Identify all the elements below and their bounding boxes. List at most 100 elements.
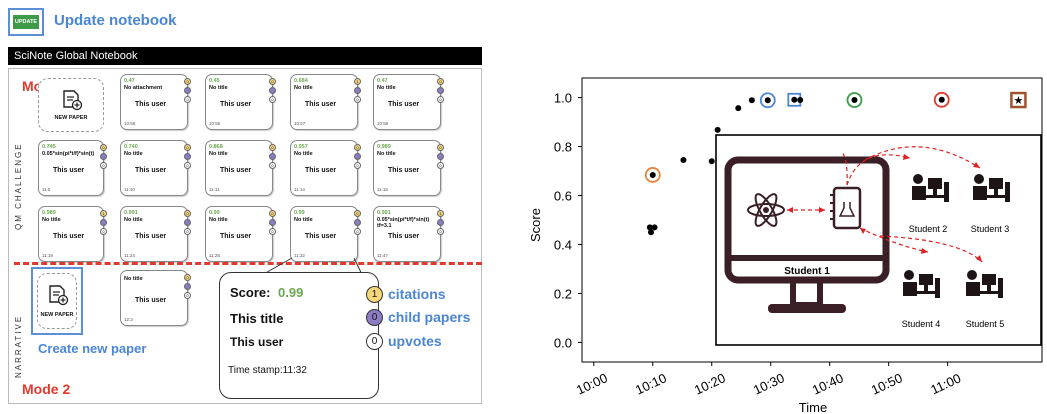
card-user: This user bbox=[305, 101, 337, 108]
card-time: 12:3 bbox=[124, 317, 133, 322]
upvotes-dot: 0 bbox=[184, 162, 191, 169]
upvotes-dot: 0 bbox=[100, 162, 107, 169]
card-user: This user bbox=[305, 167, 337, 174]
paper-card[interactable]: 0.47 No attachment This user 10:55 0 0 bbox=[120, 74, 191, 130]
upvotes-legend-dot: 0 bbox=[366, 333, 383, 350]
mode2-label: Mode 2 bbox=[22, 381, 71, 397]
paper-card[interactable]: 0.991 0.05*sin(pi*t/f)*sin(t) tf=3.1 This … bbox=[373, 206, 444, 262]
card-title: No title bbox=[294, 151, 313, 157]
citations-dot: 1 bbox=[100, 210, 107, 217]
paper-card[interactable]: 0.957 No title This user 11:14 0 0 bbox=[290, 140, 361, 196]
upvotes-dot: 0 bbox=[184, 228, 191, 235]
card-time: 10:57 bbox=[294, 121, 306, 126]
highlight-ring bbox=[846, 92, 863, 108]
child-papers-dot bbox=[269, 153, 276, 160]
card-time: 10:55 bbox=[209, 121, 221, 126]
zoom-timestamp: Time stamp:11:32 bbox=[228, 365, 307, 376]
card-score: 0.47 bbox=[124, 78, 135, 84]
child-papers-dot bbox=[269, 219, 276, 226]
card-score: 0.740 bbox=[124, 144, 138, 150]
narrative-paper-card[interactable]: No title This user 12:3 0 0 bbox=[120, 270, 191, 326]
x-tick-label: 10:20 bbox=[692, 370, 728, 397]
card-time: 11:14 bbox=[294, 187, 305, 192]
create-paper-highlight: NEW PAPER bbox=[31, 267, 83, 335]
upvotes-dot: 0 bbox=[354, 162, 361, 169]
upvotes-dot: 0 bbox=[437, 96, 444, 103]
paper-card[interactable]: 0.684 No title This user 10:57 1 0 bbox=[290, 74, 361, 130]
star-marker-box bbox=[1010, 91, 1027, 109]
child-papers-dot bbox=[354, 87, 361, 94]
card-title: No title bbox=[209, 85, 228, 91]
y-tick-label: 0.4 bbox=[554, 237, 572, 252]
data-points: ★ bbox=[644, 91, 1027, 236]
update-notebook-label: Update notebook bbox=[54, 12, 177, 29]
student3-icon bbox=[973, 174, 1010, 202]
child-papers-dot bbox=[184, 283, 191, 290]
data-point bbox=[680, 157, 687, 164]
citations-legend-dot: 1 bbox=[366, 286, 383, 303]
data-point bbox=[764, 97, 771, 104]
highlight-ring bbox=[644, 167, 661, 183]
paper-card[interactable]: 0.989 No title This user 11:19 1 0 bbox=[38, 206, 107, 262]
child-papers-dot bbox=[437, 87, 444, 94]
new-paper-button[interactable]: NEW PAPER bbox=[38, 78, 104, 132]
inset-diagram: Student 1 bbox=[715, 134, 1042, 346]
card-time: 11:11 bbox=[209, 187, 220, 192]
x-tick-label: 10:00 bbox=[574, 370, 610, 397]
citations-dot: 0 bbox=[184, 210, 191, 217]
card-user: This user bbox=[135, 167, 167, 174]
card-score: 0.989 bbox=[42, 210, 56, 216]
card-title: No title bbox=[42, 217, 61, 223]
card-title: 0.05*sin(pi*t/f)*sin(t) bbox=[42, 151, 95, 157]
paper-card[interactable]: 0.740 No title This user 11:10 0 0 bbox=[120, 140, 191, 196]
student3-label: Student 3 bbox=[971, 224, 1010, 234]
new-paper-icon bbox=[63, 90, 83, 111]
student4-label: Student 4 bbox=[902, 319, 941, 329]
highlight-ring bbox=[759, 92, 776, 109]
card-score: 0.99 bbox=[294, 210, 305, 216]
card-user: This user bbox=[53, 167, 85, 174]
y-tick-label: 0.8 bbox=[554, 140, 572, 155]
card-user: This user bbox=[388, 167, 420, 174]
notebook-title-bar: SciNote Global Notebook bbox=[8, 47, 482, 65]
new-paper-button-2[interactable]: NEW PAPER bbox=[37, 273, 77, 329]
paper-card[interactable]: 0.99 No title This user 11:28 0 0 bbox=[205, 206, 276, 262]
y-axis-label: Score bbox=[528, 208, 543, 242]
upvotes-dot: 0 bbox=[269, 162, 276, 169]
card-score: 0.45 bbox=[209, 78, 220, 84]
card-user: This user bbox=[53, 233, 85, 240]
card-score: 0.957 bbox=[294, 144, 308, 150]
data-point bbox=[748, 97, 755, 104]
paper-card[interactable]: 0.745 0.05*sin(pi*t/f)*sin(t) This user 11:… bbox=[38, 140, 107, 196]
card-user: This user bbox=[135, 297, 167, 304]
paper-card[interactable]: 0.99 No title This user 11:32 0 0 bbox=[290, 206, 361, 262]
update-button[interactable]: UPDATE bbox=[8, 8, 44, 36]
citations-dot: 1 bbox=[354, 78, 361, 85]
card-user: This user bbox=[135, 233, 167, 240]
paper-card[interactable]: 0.47 No title This user 10:59 0 0 bbox=[373, 74, 444, 130]
new-paper-label: NEW PAPER bbox=[40, 312, 74, 318]
create-new-paper-label: Create new paper bbox=[38, 341, 147, 356]
paper-card[interactable]: 0.45 No title This user 10:55 0 0 bbox=[205, 74, 276, 130]
citations-dot: 0 bbox=[184, 78, 191, 85]
score-time-chart: 0.00.20.40.60.81.0 10:00 10:10 10:20 10:30 1… bbox=[528, 77, 1043, 414]
card-time: 11:32 bbox=[294, 253, 305, 258]
citations-dot: 0 bbox=[184, 274, 191, 281]
upvotes-legend-label: upvotes bbox=[388, 333, 442, 349]
card-title: No title bbox=[294, 85, 313, 91]
paper-card[interactable]: 0.991 No title This user 11:24 0 0 bbox=[120, 206, 191, 262]
data-point bbox=[735, 105, 742, 112]
data-point bbox=[708, 158, 715, 165]
mode-divider bbox=[14, 262, 482, 265]
card-score: 0.989 bbox=[377, 144, 391, 150]
paper-card[interactable]: 0.868 No title This user 11:11 0 0 bbox=[205, 140, 276, 196]
x-tick-label: 10:30 bbox=[751, 370, 787, 397]
citations-dot: 0 bbox=[269, 78, 276, 85]
card-title: No title bbox=[209, 217, 228, 223]
paper-card[interactable]: 0.989 No title This user 11:16 0 0 bbox=[373, 140, 444, 196]
card-score: 0.684 bbox=[294, 78, 308, 84]
card-user: This user bbox=[135, 101, 167, 108]
card-time: 10:55 bbox=[124, 121, 136, 126]
card-time: 11:24 bbox=[124, 253, 135, 258]
plot-frame bbox=[581, 77, 1043, 363]
